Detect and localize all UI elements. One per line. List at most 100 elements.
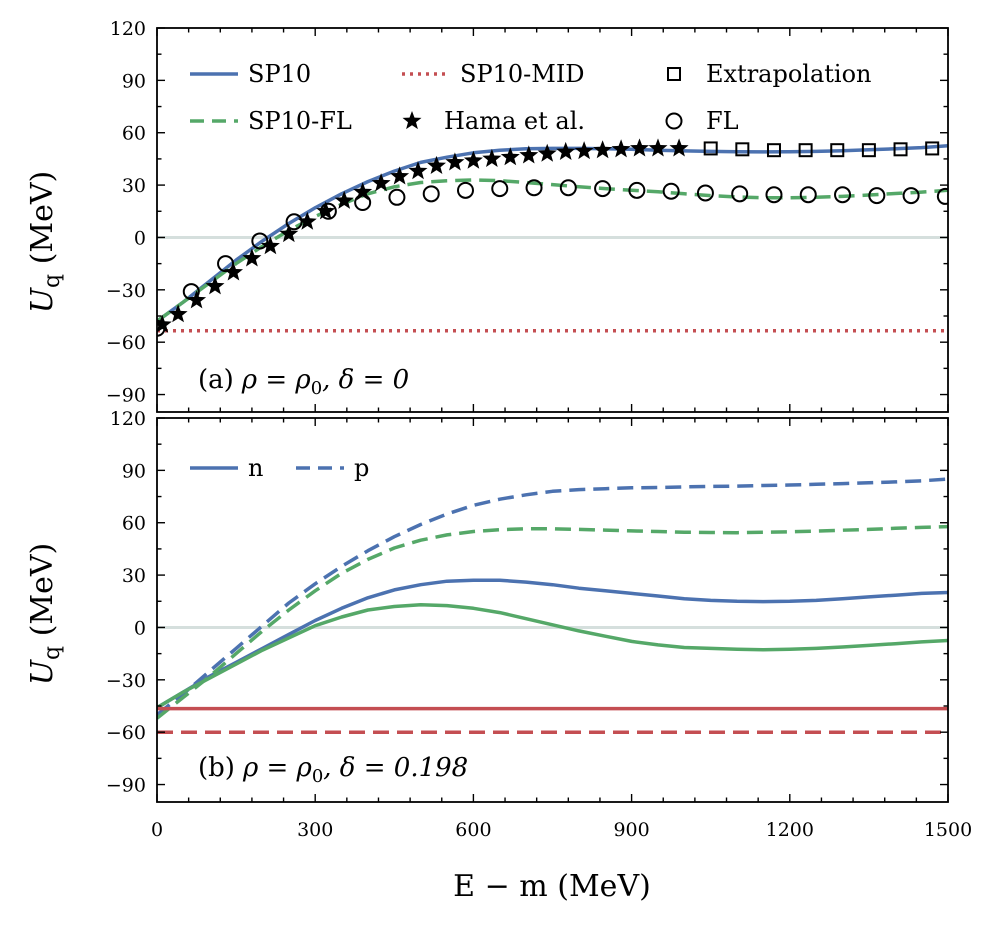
series-sp10-fl-n-line (157, 603, 948, 710)
legend-sp10-label: SP10 (248, 60, 311, 88)
legend-sp10-mid-label: SP10-MID (460, 60, 585, 88)
x-tick-label: 0 (151, 819, 163, 841)
series-fl-point (765, 186, 783, 204)
legend-fl: FL (665, 107, 739, 135)
panel-b-y-tick-label: −90 (106, 775, 146, 797)
legend-n: n (190, 454, 263, 482)
series-extrapolation-markers (703, 141, 940, 158)
series-hama-et-al--point (574, 141, 594, 160)
series-fl-point (559, 179, 577, 197)
series-hama-et-al--point (187, 290, 207, 309)
series-extrapolation-point (861, 143, 876, 158)
legend-extrapolation-label: Extrapolation (706, 60, 872, 88)
legend-n-label: n (248, 454, 263, 482)
panel-b-y-tick-label: 60 (122, 513, 146, 535)
legend-sp10-fl: SP10-FL (190, 107, 352, 135)
legend-hama-et-al--label: Hama et al. (444, 107, 585, 135)
series-hama-et-al--point (630, 138, 649, 157)
x-tick-label: 1200 (766, 819, 814, 841)
panel-b-y-tick-label: −60 (106, 722, 146, 744)
series-fl-point (525, 179, 543, 197)
panel-a-y-tick-label: −90 (106, 385, 146, 407)
panel-b-series (157, 477, 948, 734)
series-sp10-fl-p-line (157, 524, 948, 720)
legend-p: p (296, 454, 369, 482)
panel-b-y-tick-label: 30 (122, 565, 146, 587)
series-hama-et-al--point (408, 161, 428, 180)
series-fl-point (491, 180, 509, 198)
x-tick-label: 600 (455, 819, 491, 841)
panel-a-series (157, 138, 948, 337)
series-fl-point (422, 185, 440, 203)
series-fl-point (662, 182, 680, 200)
x-tick-label: 300 (297, 819, 333, 841)
x-axis-tick-labels: 0 300 600 900 1200 1500 (151, 819, 972, 841)
legend-sp10: SP10 (190, 60, 311, 88)
series-hama-et-al--point (593, 140, 613, 159)
series-sp10-p-line (157, 477, 948, 717)
series-hama-et-al--point (611, 139, 631, 158)
series-hama-et-al--point (205, 276, 225, 295)
series-extrapolation-point (766, 143, 781, 158)
series-hama-et-al--point (537, 143, 557, 162)
series-hama-et-al--point (482, 148, 502, 167)
legend-extrapolation: Extrapolation (667, 60, 872, 88)
panel-b-y-tick-label: 120 (110, 408, 146, 430)
series-hama-et-al--point (353, 182, 373, 201)
series-hama-et-al--point (519, 145, 539, 164)
series-fl-markers (157, 179, 948, 337)
series-fl-point (628, 181, 646, 199)
panel-a-y-tick-label: 30 (122, 175, 146, 197)
series-extrapolation-point (798, 143, 813, 158)
panel-b-axes: −90 −60 −30 0 30 60 90 120 (106, 408, 949, 803)
panel-b-ylabel: Uq (MeV) (25, 543, 65, 685)
panel-a-y-tick-label: 60 (122, 123, 146, 145)
legend-fl-label: FL (706, 107, 739, 135)
series-hama-et-al--point (242, 248, 262, 267)
series-hama-et-al--point (427, 155, 446, 174)
series-extrapolation-point (893, 142, 908, 157)
series-hama-et-al--point (157, 314, 172, 333)
series-fl-point (868, 187, 886, 205)
panel-a-axes: −90 −60 −30 0 30 60 90 120 (106, 18, 949, 413)
series-fl-point (217, 255, 235, 273)
series-sp10-line (157, 144, 948, 323)
panel-b-y-tick-label: 0 (134, 617, 146, 639)
x-axis-title: E − m (MeV) (453, 869, 651, 904)
series-fl-point (696, 184, 714, 202)
series-fl-point (936, 187, 948, 205)
series-hama-et-al--point (648, 138, 668, 157)
panel-b-y-tick-label: −30 (106, 670, 146, 692)
x-tick-label: 1500 (924, 819, 972, 841)
series-hama-et-al--point (224, 262, 243, 281)
series-fl-point (354, 194, 372, 212)
panel-a-y-tick-label: −60 (106, 332, 146, 354)
series-hama-et-al--point (334, 190, 354, 209)
panel-a-y-tick-label: 90 (122, 70, 146, 92)
series-hama-et-al--point (556, 141, 576, 160)
series-fl-point (285, 213, 303, 231)
legend-sp10-mid: SP10-MID (402, 60, 585, 88)
series-extrapolation-point (703, 141, 718, 156)
legend-extrapolation-swatch (667, 67, 681, 81)
panel-a: SP10 SP10-MID Extrapolation SP10-FL Hama et … (25, 18, 949, 413)
series-hama-et-al--point (371, 173, 391, 192)
legend-hama-et-al--swatch (402, 111, 422, 130)
panel-a-frame (156, 27, 949, 413)
x-tick-label: 900 (613, 819, 649, 841)
series-hama-et-al--point (669, 138, 689, 157)
series-hama-et-al--point (260, 236, 280, 255)
series-hama-et-al--point (463, 150, 483, 169)
legend-fl-swatch (665, 112, 683, 130)
series-hama-et-al--point (279, 224, 299, 243)
series-hama-et-al--point (168, 304, 188, 323)
panel-b-annotation: (b) ρ = ρ0, δ = 0.198 (198, 753, 468, 787)
series-hama-et-al--markers (157, 138, 689, 333)
series-fl-point (251, 232, 269, 250)
legend-p-label: p (354, 454, 369, 482)
series-extrapolation-point (925, 141, 940, 156)
